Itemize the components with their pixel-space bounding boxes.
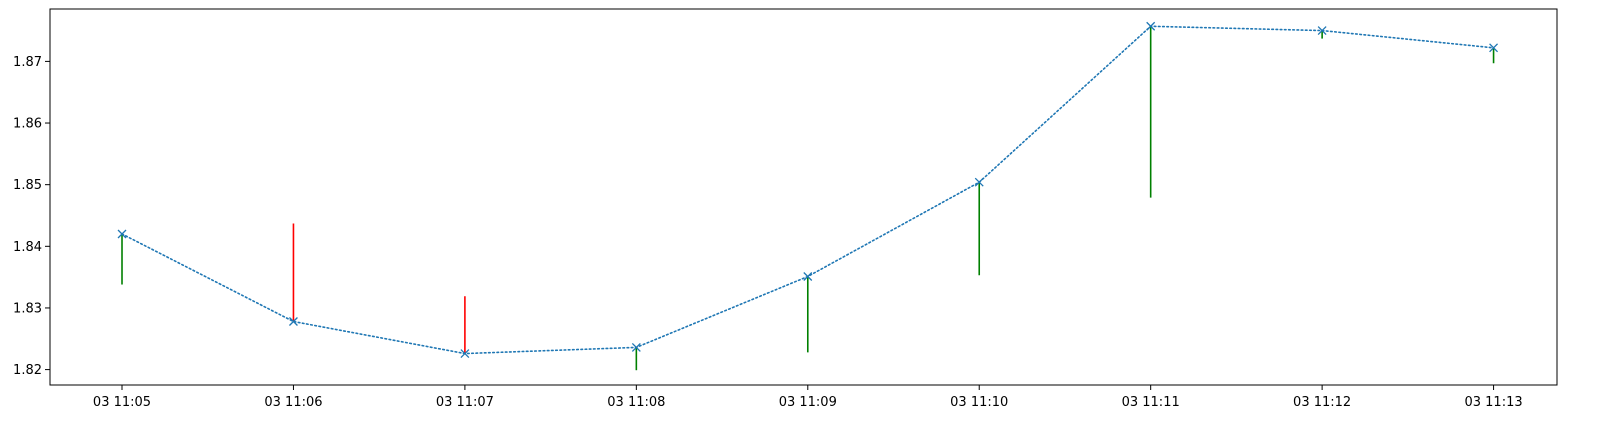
data-point-1: [288, 317, 298, 326]
x-tick-label: 03 11:10: [950, 395, 1008, 410]
series-group: [117, 21, 1499, 359]
x-tick-label: 03 11:08: [607, 395, 665, 410]
vertical-segments: [121, 26, 1495, 371]
x-tick-label: 03 11:07: [436, 395, 494, 410]
y-tick-label: 1.83: [13, 301, 42, 316]
data-point-3: [631, 342, 641, 352]
x-tick-label: 03 11:11: [1122, 395, 1180, 410]
y-tick-label: 1.84: [13, 240, 42, 255]
x-tick-label: 03 11:12: [1293, 395, 1351, 410]
x-tick-label: 03 11:13: [1464, 395, 1522, 410]
x-tick-label: 03 11:05: [93, 395, 151, 410]
plot-frame: [49, 8, 1558, 386]
data-point-4: [803, 272, 813, 281]
data-point-8: [1489, 43, 1499, 53]
y-tick-label: 1.82: [13, 363, 42, 378]
data-point-0: [117, 229, 127, 239]
y-tick-label: 1.86: [13, 117, 42, 132]
data-point-6: [1146, 21, 1156, 31]
data-point-7: [1317, 26, 1327, 36]
axes-group: 03 11:05 03 11:06 03 11:07 03 11:08 03 11:09…: [13, 8, 1558, 410]
data-point-2: [460, 349, 470, 359]
data-point-5: [974, 177, 984, 187]
x-tick-label: 03 11:09: [779, 395, 837, 410]
x-tick-label: 03 11:06: [264, 395, 322, 410]
y-tick-label: 1.87: [13, 55, 42, 70]
y-tick-label: 1.85: [13, 178, 42, 193]
